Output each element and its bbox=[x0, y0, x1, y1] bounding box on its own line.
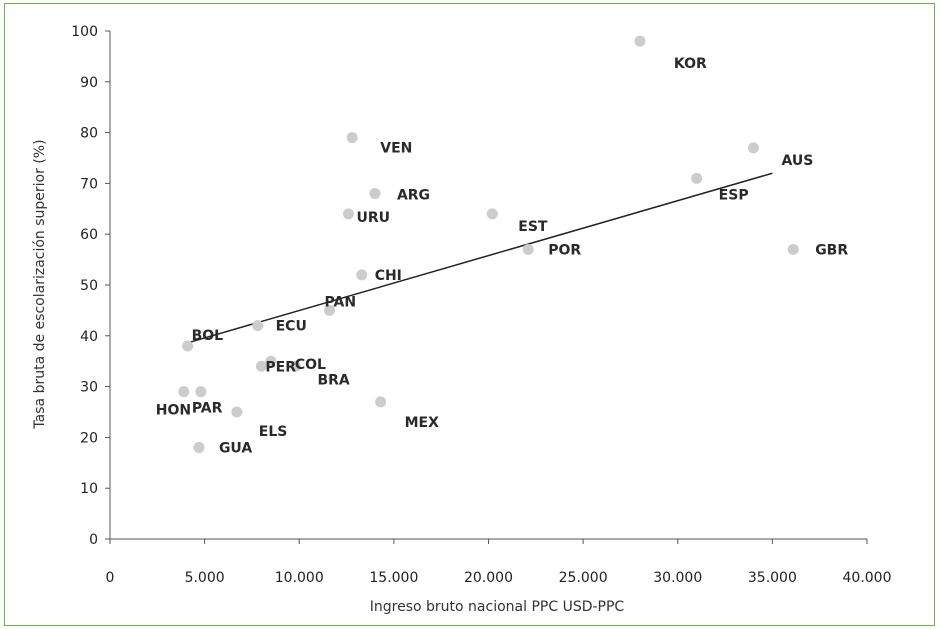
data-point bbox=[346, 132, 358, 144]
y-tick-label: 30 bbox=[80, 380, 98, 396]
x-tick-label: 30.000 bbox=[653, 570, 702, 586]
data-point bbox=[182, 340, 194, 352]
data-point bbox=[265, 355, 277, 367]
y-tick-label: 90 bbox=[80, 75, 98, 91]
data-label: GBR bbox=[815, 242, 848, 258]
axes: 0 10 20 30 40 50 60 70 80 90 100 0 5.000 10.000 15.000… bbox=[71, 24, 891, 586]
chart-frame bbox=[4, 3, 935, 626]
data-label: COL bbox=[295, 357, 326, 373]
data-point bbox=[691, 172, 703, 184]
data-label: URU bbox=[356, 210, 390, 226]
y-tick-label: 40 bbox=[80, 329, 98, 345]
data-point bbox=[787, 243, 799, 255]
data-label: ESP bbox=[719, 187, 749, 203]
y-tick-label: 60 bbox=[80, 227, 98, 243]
data-label: PAN bbox=[325, 294, 357, 310]
x-tick-label: 20.000 bbox=[464, 570, 513, 586]
x-axis-title: Ingreso bruto nacional PPC USD-PPC bbox=[370, 599, 625, 615]
x-tick-label: 0 bbox=[106, 570, 115, 586]
data-point bbox=[634, 35, 646, 47]
data-point bbox=[193, 442, 205, 454]
data-point bbox=[356, 269, 368, 281]
data-label: ARG bbox=[397, 188, 430, 204]
x-tick-label: 10.000 bbox=[275, 570, 324, 586]
data-label: ECU bbox=[276, 319, 307, 335]
y-tick-label: 0 bbox=[89, 532, 98, 548]
trendline bbox=[185, 172, 773, 345]
x-tick-label: 25.000 bbox=[559, 570, 608, 586]
x-tick-label: 40.000 bbox=[843, 570, 892, 586]
data-label: GUA bbox=[219, 441, 252, 457]
points-group bbox=[178, 35, 799, 454]
data-point bbox=[252, 320, 264, 332]
y-tick-label: 70 bbox=[80, 176, 98, 192]
data-point bbox=[522, 243, 534, 255]
data-label: EST bbox=[518, 219, 548, 235]
data-label: ELS bbox=[259, 424, 288, 440]
data-point bbox=[342, 208, 354, 220]
x-tick-label: 35.000 bbox=[748, 570, 797, 586]
data-label: CHI bbox=[375, 268, 402, 284]
y-tick-label: 20 bbox=[80, 430, 98, 446]
data-point bbox=[375, 396, 387, 408]
data-label: BOL bbox=[192, 328, 224, 344]
data-label: POR bbox=[548, 242, 581, 258]
data-point bbox=[195, 386, 207, 398]
x-tick-label: 5.000 bbox=[185, 570, 225, 586]
y-tick-label: 100 bbox=[71, 24, 98, 40]
data-label: BRA bbox=[317, 372, 349, 388]
data-point bbox=[369, 188, 381, 200]
data-point bbox=[178, 386, 190, 398]
data-point bbox=[255, 360, 267, 372]
data-label: PER bbox=[265, 359, 296, 375]
data-label: MEX bbox=[405, 415, 439, 431]
data-point bbox=[747, 142, 759, 154]
y-tick-label: 10 bbox=[80, 481, 98, 497]
data-point bbox=[289, 360, 301, 372]
data-label: PAR bbox=[192, 401, 223, 417]
data-point bbox=[324, 304, 336, 316]
data-point bbox=[231, 406, 243, 418]
data-label: KOR bbox=[674, 56, 707, 72]
data-point bbox=[486, 208, 498, 220]
data-label: VEN bbox=[380, 141, 412, 157]
data-label: AUS bbox=[781, 153, 813, 169]
trendline-group bbox=[185, 172, 773, 345]
x-tick-label: 15.000 bbox=[369, 570, 418, 586]
data-label: HON bbox=[156, 403, 191, 419]
y-tick-label: 80 bbox=[80, 126, 98, 142]
y-axis-title: Tasa bruta de escolarización superior (%… bbox=[32, 139, 48, 429]
y-tick-label: 50 bbox=[80, 278, 98, 294]
